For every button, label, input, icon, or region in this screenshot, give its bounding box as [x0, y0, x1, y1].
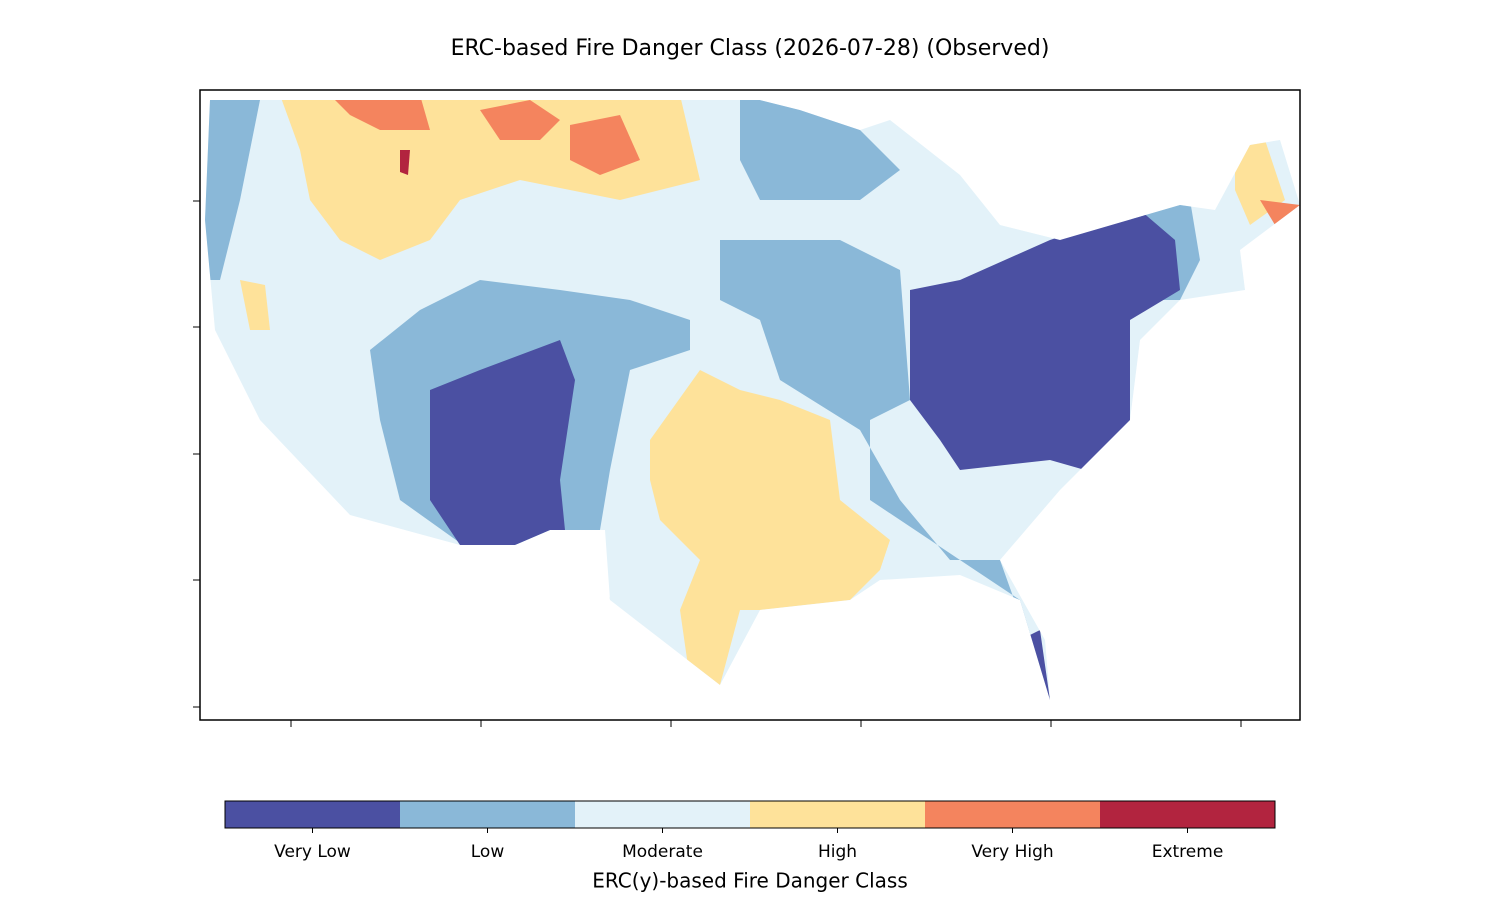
- colorbar-label: ERC(y)-based Fire Danger Class: [592, 869, 907, 893]
- region: [1260, 200, 1300, 225]
- region: [650, 370, 890, 685]
- axis-ticks: [193, 200, 1242, 727]
- region: [910, 210, 1180, 470]
- region: [430, 340, 575, 545]
- map-frame: [199, 89, 1301, 721]
- colorbar-segment: [1100, 801, 1276, 828]
- colorbar-tick-label: High: [818, 842, 857, 862]
- region: [480, 100, 560, 140]
- region: [205, 100, 260, 280]
- colorbar-segment: [400, 801, 576, 828]
- colorbar-segment: [750, 801, 926, 828]
- colorbar-tick-label: Very High: [971, 842, 1053, 862]
- colorbar-tick-label: Low: [471, 842, 505, 862]
- region: [240, 280, 270, 330]
- region: [330, 100, 430, 130]
- colorbar-frame: [224, 800, 1276, 829]
- region: [400, 150, 410, 175]
- region: [720, 240, 1050, 700]
- colorbar-segment: [225, 801, 401, 828]
- region: [570, 115, 640, 175]
- colorbar-segment: [925, 801, 1101, 828]
- colorbar-segment: [575, 801, 751, 828]
- colorbar-tick-label: Very Low: [274, 842, 351, 862]
- region: [740, 100, 900, 200]
- colorbar-tick-label: Extreme: [1152, 842, 1224, 862]
- map-title: ERC-based Fire Danger Class (2026-07-28)…: [451, 36, 1050, 61]
- map: [205, 100, 1300, 700]
- colorbar: Very Low Low Moderate High Very High Extreme: [224, 800, 1276, 862]
- colorbar-tick-label: Moderate: [622, 842, 703, 862]
